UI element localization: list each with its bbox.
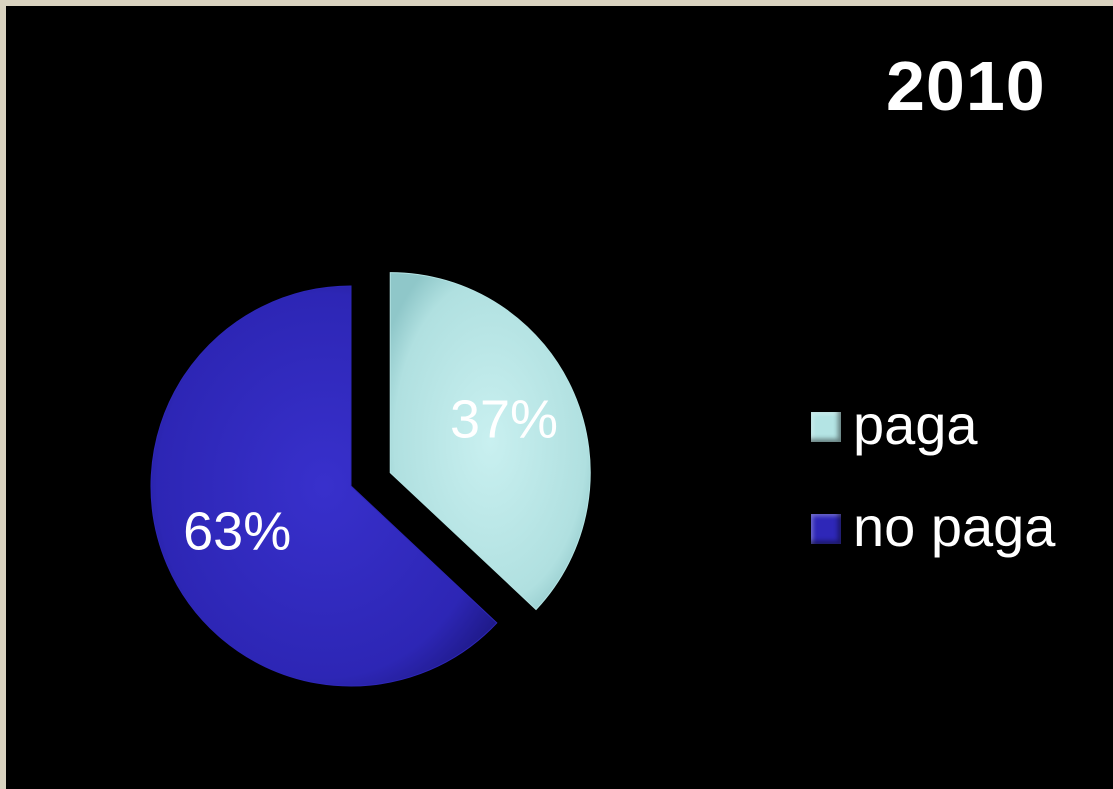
legend-swatch-paga [811,412,841,442]
legend-label-paga: paga [853,392,978,456]
pie-slice-no-paga [150,285,498,687]
legend-swatch-no-paga [811,514,841,544]
chart-legend: paga no paga [811,392,1056,598]
legend-label-no-paga: no paga [853,494,1056,558]
data-label-paga: 37% [450,390,558,450]
data-label-no-paga: 63% [183,502,291,562]
legend-item-paga: paga [811,392,1055,456]
pie-chart: 37% 63% [150,272,591,687]
legend-item-no-paga: no paga [811,494,1056,558]
pie-slice-paga [389,272,591,611]
chart-title: 2010 [886,47,1046,125]
